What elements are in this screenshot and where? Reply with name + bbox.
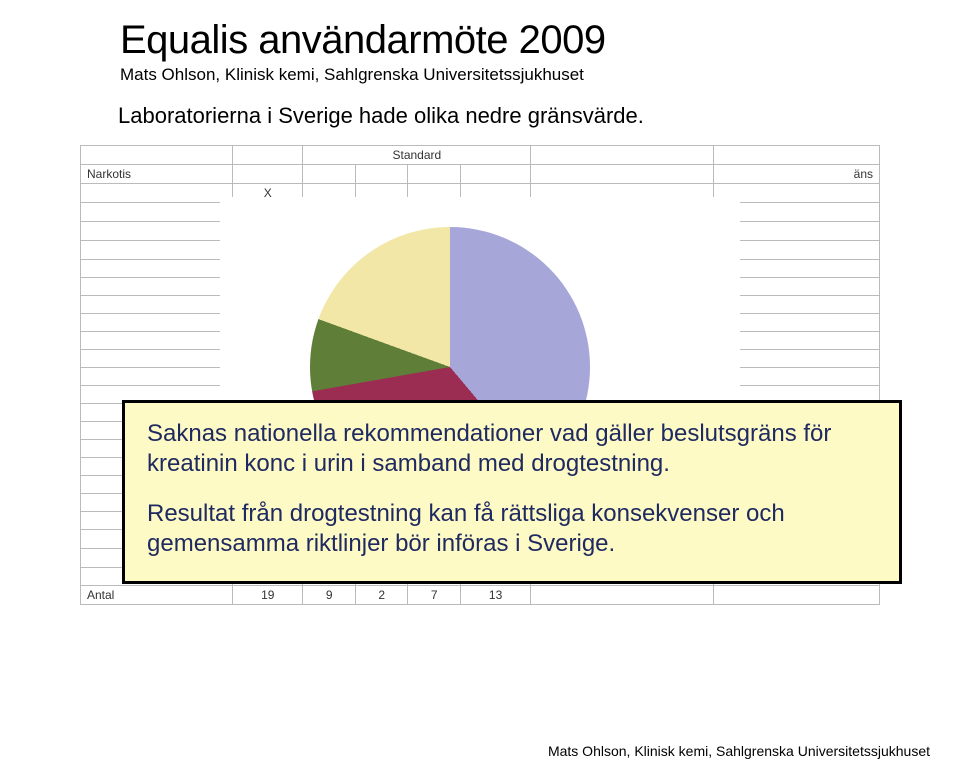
subtitle: Mats Ohlson, Klinisk kemi, Sahlgrenska U… xyxy=(120,65,900,85)
slide: Equalis användarmöte 2009 Mats Ohlson, K… xyxy=(0,0,960,769)
overlay-paragraph-1: Saknas nationella rekommendationer vad g… xyxy=(147,419,877,479)
footer-attribution: Mats Ohlson, Klinisk kemi, Sahlgrenska U… xyxy=(548,743,930,759)
overlay-box: Saknas nationella rekommendationer vad g… xyxy=(122,400,902,584)
antal-v0: 19 xyxy=(233,586,303,605)
antal-v1: 9 xyxy=(303,586,356,605)
table-header-center: Standard xyxy=(303,146,531,165)
antal-label: Antal xyxy=(81,586,233,605)
table-cell-narkotis: Narkotis xyxy=(81,165,233,184)
antal-v4: 13 xyxy=(460,586,530,605)
table-cell-right: äns xyxy=(713,165,879,184)
table-frame: Standard Narkotisäns X X X X X XXOstersu… xyxy=(80,145,880,665)
overlay-paragraph-2: Resultat från drogtestning kan få rättsl… xyxy=(147,499,877,559)
antal-v2: 2 xyxy=(355,586,408,605)
intro-text: Laboratorierna i Sverige hade olika nedr… xyxy=(118,103,900,129)
antal-v3: 7 xyxy=(408,586,461,605)
page-title: Equalis användarmöte 2009 xyxy=(120,18,900,63)
